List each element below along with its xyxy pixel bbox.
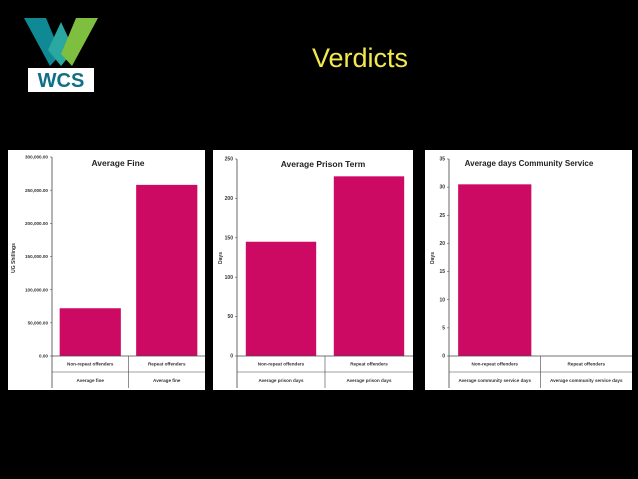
category-label: Repeat offenders	[567, 362, 605, 367]
bars	[59, 184, 198, 356]
y-axis-label: UG Shillings	[11, 243, 17, 273]
chart-average-fine: Average Fine UG Shillings 0.00 50,000.00 1…	[11, 155, 205, 388]
category-sublabel: Average community service days	[458, 378, 531, 383]
y-tick-label: 10	[439, 297, 445, 303]
y-tick-label: 30	[439, 185, 445, 191]
y-ticks: 0 50 100 150 200 250	[225, 157, 237, 360]
category-sublabel: Average community service days	[550, 378, 623, 383]
y-tick-label: 25	[439, 213, 445, 219]
y-tick-label: 0	[230, 354, 233, 360]
y-tick-label: 15	[439, 269, 445, 275]
bar	[458, 184, 532, 356]
slide-title: Verdicts	[311, 43, 409, 73]
bar	[245, 241, 317, 356]
wcs-logo: WCS	[22, 14, 100, 94]
y-tick-label: 150,000.00	[25, 254, 48, 259]
category-label: Non-repeat offenders	[67, 362, 114, 367]
logo-text: WCS	[38, 70, 85, 92]
y-tick-label: 0.00	[39, 354, 48, 359]
y-tick-label: 250	[225, 157, 234, 163]
y-tick-label: 300,000.00	[25, 155, 48, 160]
y-tick-label: 35	[439, 157, 445, 163]
y-tick-label: 100	[225, 275, 234, 281]
bar	[333, 176, 405, 356]
bar	[59, 308, 121, 356]
logo-leaf-right	[61, 18, 98, 66]
y-tick-label: 20	[439, 241, 445, 247]
y-ticks: 0 5 10 15 20 25 30 35	[439, 157, 449, 360]
chart-title: Average Prison Term	[281, 159, 366, 169]
bars	[245, 176, 405, 356]
y-tick-label: 100,000.00	[25, 287, 48, 292]
chart-community-service: Average days Community Service Days 0 5 10…	[430, 157, 632, 388]
y-tick-label: 0	[442, 354, 445, 360]
chart-panel-average-prison-term: Average Prison Term Days 0 50 100 150 200 250…	[213, 150, 413, 390]
y-ticks: 0.00 50,000.00 100,000.00 150,000.00 200,000…	[25, 155, 52, 359]
category-labels: Non-repeat offenders Average community se…	[458, 362, 623, 384]
category-sublabel: Average prison days	[346, 378, 391, 383]
axis-frame	[51, 157, 205, 388]
y-tick-label: 200,000.00	[25, 221, 48, 226]
y-tick-label: 5	[442, 325, 445, 331]
logo-text-box	[28, 68, 94, 92]
bar	[136, 184, 198, 356]
category-label: Repeat offenders	[350, 362, 388, 367]
bars	[458, 184, 532, 356]
chart-average-prison-term: Average Prison Term Days 0 50 100 150 200 250…	[218, 157, 413, 388]
wcs-logo-mark: WCS	[24, 18, 98, 92]
category-label: Non-repeat offenders	[472, 362, 519, 367]
chart-title: Average Fine	[91, 158, 144, 168]
axis-frame	[236, 159, 413, 388]
y-tick-label: 50,000.00	[28, 320, 49, 325]
category-sublabel: Average fine	[77, 378, 105, 383]
y-tick-label: 50	[227, 314, 233, 320]
category-labels: Non-repeat offenders Average prison days R…	[258, 362, 392, 384]
category-label: Non-repeat offenders	[258, 362, 305, 367]
category-labels: Non-repeat offenders Average fine Repeat o…	[67, 362, 186, 384]
category-sublabel: Average fine	[153, 378, 181, 383]
category-label: Repeat offenders	[148, 362, 186, 367]
chart-panel-community-service: Average days Community Service Days 0 5 10…	[425, 150, 632, 390]
y-axis-label: Days	[430, 252, 436, 264]
y-axis-label: Days	[218, 252, 224, 264]
chart-panel-average-fine: Average Fine UG Shillings 0.00 50,000.00 1…	[8, 150, 205, 390]
y-tick-label: 250,000.00	[25, 188, 48, 193]
y-tick-label: 150	[225, 235, 234, 241]
category-sublabel: Average prison days	[258, 378, 303, 383]
axis-frame	[448, 159, 632, 388]
y-tick-label: 200	[225, 196, 234, 202]
chart-title: Average days Community Service	[465, 159, 594, 168]
